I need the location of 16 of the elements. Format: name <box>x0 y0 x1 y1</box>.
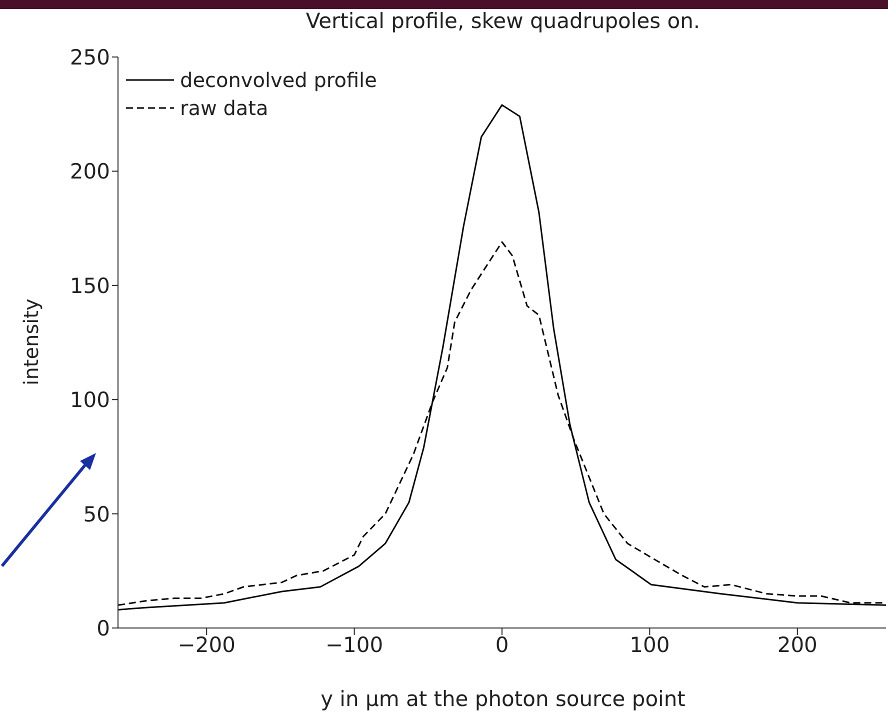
x-axis-title: y in μm at the photon source point <box>320 687 686 711</box>
legend-label: raw data <box>180 95 268 122</box>
y-tick-label: 50 <box>83 502 110 526</box>
y-axis-title: intensity <box>19 298 43 386</box>
y-tick-label: 150 <box>70 274 110 298</box>
legend-label: deconvolved profile <box>180 67 377 94</box>
chart-title: Vertical profile, skew quadrupoles on. <box>306 9 700 33</box>
x-tick-label: 200 <box>777 632 818 657</box>
y-tick-label: 200 <box>70 160 110 184</box>
y-tick-label: 100 <box>70 388 110 412</box>
x-tick-label: 0 <box>495 632 509 657</box>
y-tick-label: 0 <box>96 616 110 640</box>
x-tick-label: 100 <box>630 632 670 657</box>
x-tick-label: −200 <box>178 632 236 657</box>
y-tick-label: 250 <box>70 45 110 70</box>
x-tick-label: −100 <box>325 632 384 657</box>
